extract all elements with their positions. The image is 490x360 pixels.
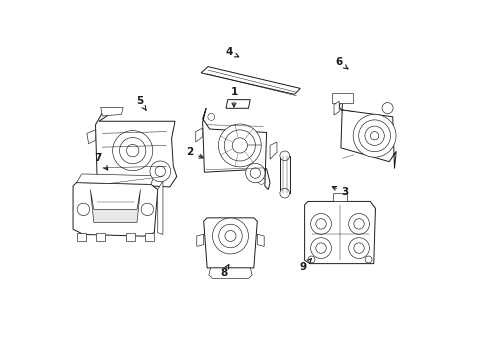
Circle shape [213, 218, 248, 254]
Circle shape [219, 124, 261, 167]
Circle shape [359, 120, 391, 152]
Polygon shape [197, 234, 204, 246]
Circle shape [232, 138, 247, 153]
Circle shape [258, 177, 265, 184]
Circle shape [365, 256, 372, 263]
Polygon shape [201, 67, 300, 94]
Circle shape [113, 131, 153, 171]
Polygon shape [203, 108, 270, 189]
Circle shape [141, 203, 153, 216]
Polygon shape [77, 233, 86, 241]
Circle shape [370, 132, 379, 140]
Polygon shape [73, 183, 158, 236]
Polygon shape [125, 233, 135, 241]
Text: 4: 4 [225, 47, 239, 57]
Polygon shape [209, 268, 252, 278]
Circle shape [126, 144, 139, 157]
Circle shape [208, 113, 215, 120]
Circle shape [311, 238, 331, 258]
Text: 8: 8 [220, 265, 229, 278]
Circle shape [382, 103, 393, 114]
Polygon shape [196, 128, 203, 142]
Polygon shape [280, 156, 290, 193]
Polygon shape [226, 100, 250, 108]
Circle shape [150, 161, 171, 182]
Circle shape [250, 168, 261, 178]
Circle shape [219, 224, 242, 248]
Polygon shape [87, 130, 96, 144]
Circle shape [225, 230, 236, 242]
Circle shape [365, 126, 384, 145]
Text: 6: 6 [335, 58, 348, 69]
Circle shape [308, 256, 315, 263]
Text: 7: 7 [95, 153, 108, 170]
Polygon shape [76, 174, 154, 184]
Polygon shape [96, 113, 177, 187]
Circle shape [349, 213, 369, 234]
Circle shape [316, 219, 326, 229]
Polygon shape [96, 233, 105, 241]
Text: 3: 3 [332, 186, 349, 197]
Polygon shape [339, 96, 396, 168]
Circle shape [354, 243, 364, 253]
Polygon shape [204, 218, 257, 268]
Circle shape [311, 213, 331, 234]
Polygon shape [158, 181, 163, 234]
Text: 2: 2 [186, 147, 203, 158]
Polygon shape [101, 107, 123, 116]
Circle shape [354, 219, 364, 229]
Text: 5: 5 [136, 95, 147, 111]
Polygon shape [332, 93, 353, 103]
Circle shape [77, 203, 90, 216]
Text: 1: 1 [230, 87, 238, 107]
Polygon shape [257, 234, 264, 246]
Polygon shape [305, 202, 375, 264]
Circle shape [245, 163, 265, 183]
Circle shape [280, 151, 290, 161]
Circle shape [316, 243, 326, 253]
Text: 9: 9 [299, 258, 312, 272]
Polygon shape [334, 101, 339, 115]
Circle shape [349, 238, 369, 258]
Circle shape [353, 114, 396, 157]
Circle shape [120, 138, 146, 164]
Circle shape [280, 188, 290, 198]
Polygon shape [145, 233, 153, 241]
Polygon shape [270, 142, 277, 159]
Polygon shape [90, 189, 141, 222]
Circle shape [155, 166, 166, 176]
Circle shape [224, 130, 255, 161]
Polygon shape [333, 193, 347, 202]
